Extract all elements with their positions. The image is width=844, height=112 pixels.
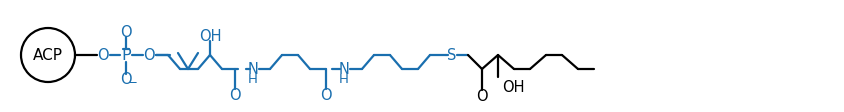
- Text: OH: OH: [501, 80, 523, 95]
- Text: −: −: [128, 75, 138, 88]
- Text: O: O: [320, 87, 332, 102]
- Text: O: O: [120, 71, 132, 86]
- Text: N: N: [247, 61, 258, 76]
- Text: S: S: [446, 47, 456, 62]
- Text: H: H: [248, 72, 257, 85]
- Text: O: O: [97, 47, 109, 62]
- Text: O: O: [229, 87, 241, 102]
- Text: N: N: [338, 61, 349, 76]
- Text: ACP: ACP: [33, 47, 63, 62]
- Text: P: P: [121, 47, 131, 62]
- Text: O: O: [120, 25, 132, 40]
- Text: OH: OH: [198, 28, 221, 43]
- Text: O: O: [476, 88, 487, 103]
- Text: O: O: [143, 47, 154, 62]
- Text: H: H: [338, 72, 349, 85]
